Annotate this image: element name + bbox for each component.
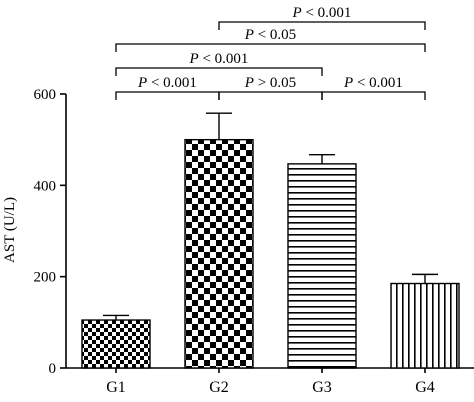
significance-label: P > 0.05 (244, 75, 296, 91)
bar-g2 (184, 138, 254, 369)
significance-brackets: P < 0.001 P > 0.05 P < 0.001 P < 0.001 P < 0… (115, 5, 426, 100)
significance-label: P < 0.001 (292, 5, 352, 21)
y-tick-label: 200 (34, 270, 57, 286)
significance-bracket (218, 21, 426, 30)
significance-label: P < 0.001 (137, 75, 197, 91)
y-axis-ticks: 0 200 400 600 (34, 87, 66, 377)
significance-bracket (115, 43, 426, 52)
significance-label: P < 0.001 (189, 51, 249, 67)
significance-label: P < 0.001 (343, 75, 403, 91)
significance-bracket (218, 91, 323, 100)
y-axis-label: AST (U/L) (2, 197, 18, 263)
significance-label: P < 0.05 (244, 27, 296, 43)
x-axis-labels: G1 G2 G3 G4 (106, 368, 435, 396)
x-tick-label-g4: G4 (415, 379, 435, 396)
x-tick-label-g2: G2 (209, 379, 229, 396)
significance-bracket (115, 91, 220, 100)
bar-g4 (390, 282, 460, 369)
y-tick-label: 400 (34, 178, 57, 194)
bar-g1 (81, 319, 151, 369)
significance-bracket (115, 67, 323, 76)
y-tick-label: 0 (49, 361, 57, 377)
significance-bracket (321, 91, 426, 100)
bars (81, 112, 460, 369)
x-tick-label-g1: G1 (106, 379, 126, 396)
y-tick-label: 600 (34, 87, 57, 103)
x-tick-label-g3: G3 (312, 379, 332, 396)
bar-g3 (287, 163, 357, 369)
